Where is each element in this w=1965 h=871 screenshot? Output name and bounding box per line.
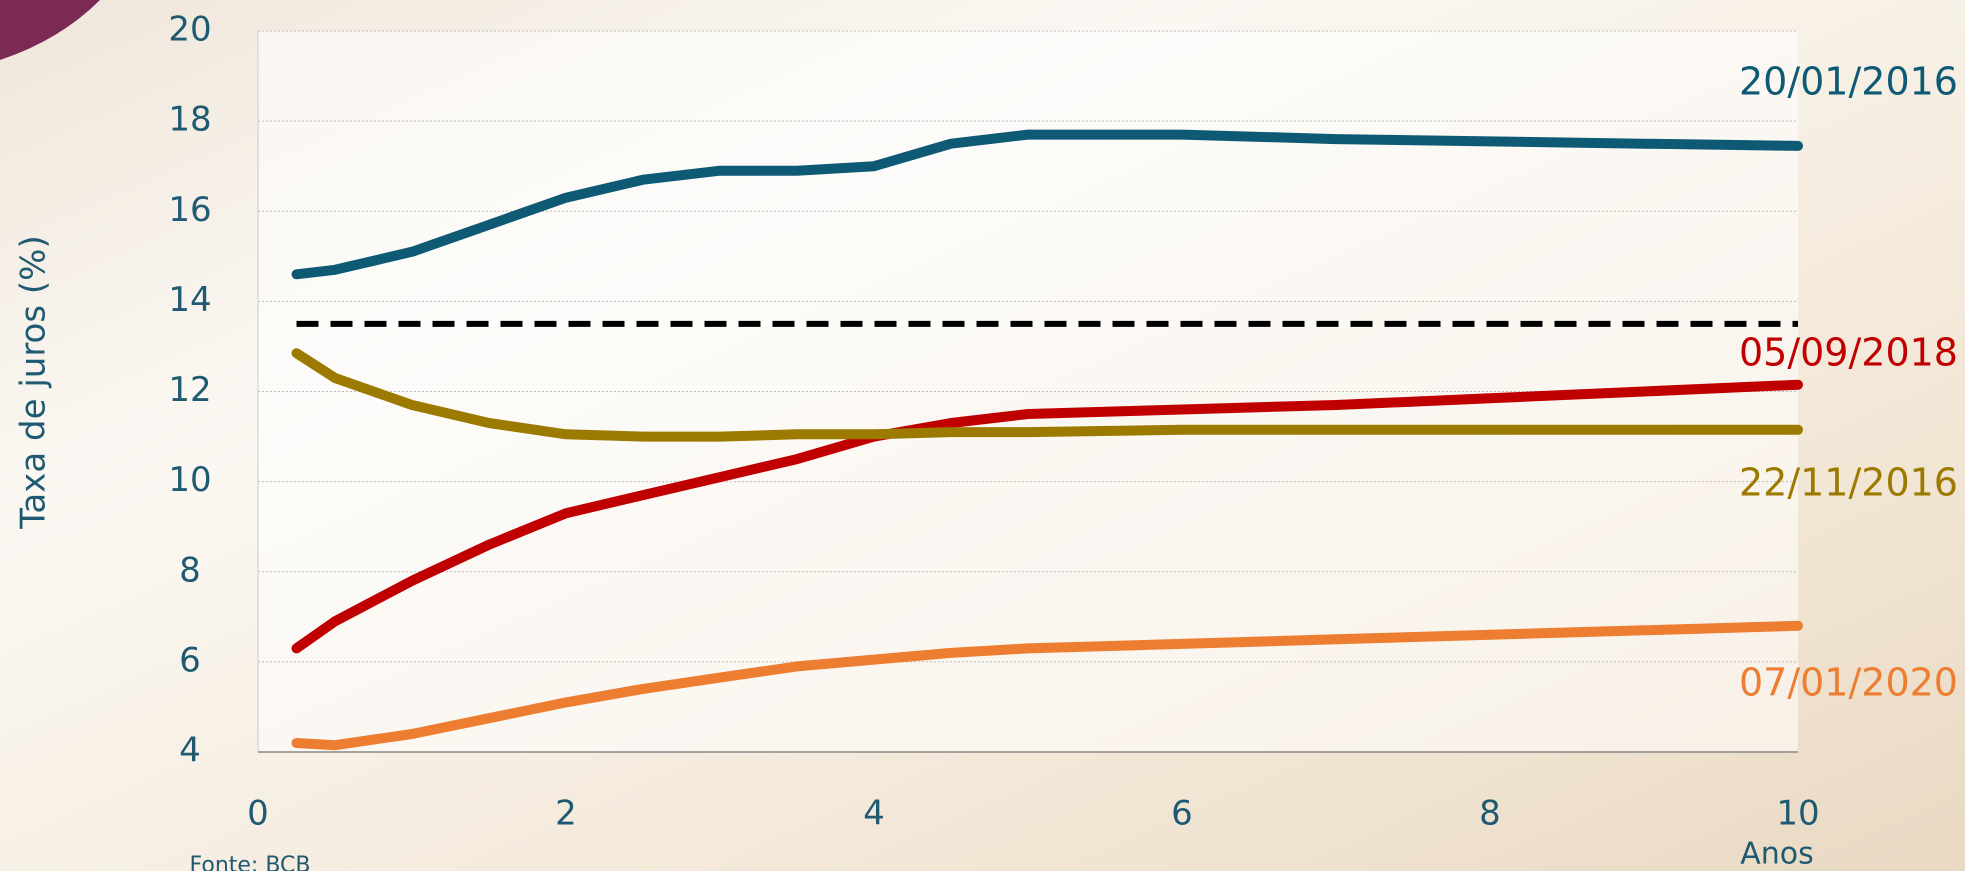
y-tick-label: 20: [168, 10, 211, 50]
y-tick-label: 6: [179, 640, 201, 680]
x-tick-label: 2: [555, 794, 577, 834]
series-line: [291, 620, 1803, 751]
x-tick-label: 4: [863, 794, 885, 834]
source: Fonte: BCB: [190, 853, 311, 871]
y-tick-label: 8: [179, 550, 201, 590]
series-line: [291, 348, 1803, 442]
y-tick-label: 12: [168, 370, 211, 410]
y-tick-label: 16: [168, 190, 211, 230]
series-label: 22/11/2016: [1739, 461, 1958, 505]
y-tick-label: 14: [168, 280, 211, 320]
y-tick-label: 4: [179, 731, 201, 771]
y-tick-label: 18: [168, 100, 211, 140]
series-label: 07/01/2020: [1739, 661, 1958, 705]
decoration: [0, 0, 100, 60]
series-line: [291, 379, 1803, 654]
x-tick-label: 10: [1776, 794, 1819, 834]
x-axis-label: Anos: [1740, 837, 1814, 871]
x-tick-label: 0: [247, 794, 269, 834]
series-line: [291, 129, 1803, 280]
y-tick-label: 10: [168, 460, 211, 500]
series-label: 05/09/2018: [1739, 331, 1958, 375]
series-label: 20/01/2016: [1739, 60, 1958, 104]
x-tick-label: 6: [1171, 794, 1193, 834]
x-tick-label: 8: [1479, 794, 1501, 834]
y-axis-label: Taxa de juros (%): [14, 235, 54, 529]
